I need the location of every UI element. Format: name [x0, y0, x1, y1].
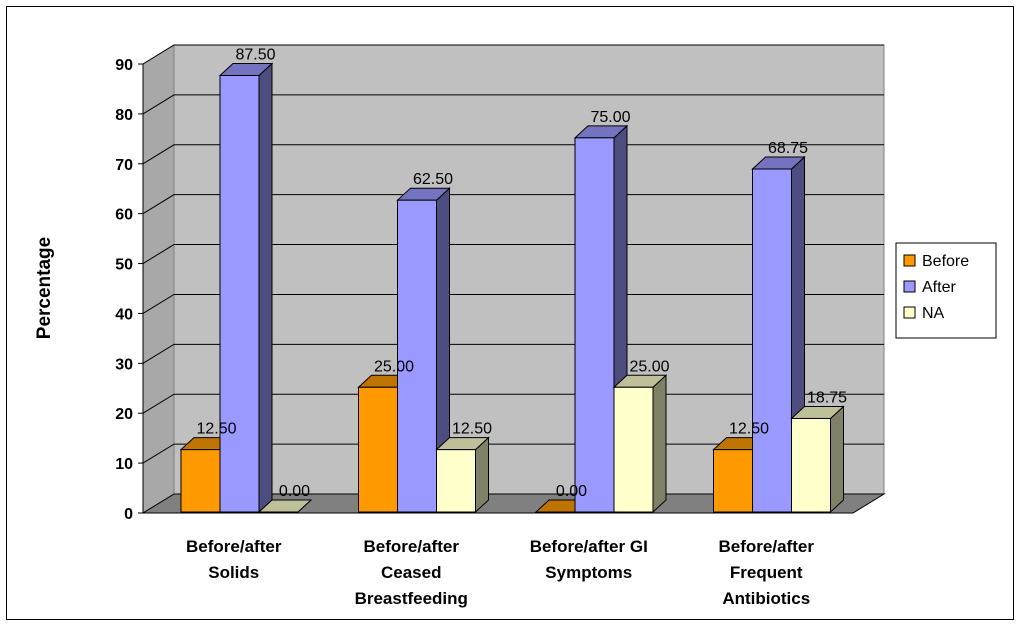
- data-label-na-4: 18.75: [807, 389, 847, 406]
- bar-after-2: [396, 187, 451, 514]
- bar-front: [180, 449, 221, 513]
- gridline: [142, 44, 884, 65]
- bars: [179, 62, 845, 514]
- data-label-after-1: 87.50: [235, 46, 275, 63]
- x-category-line: Breastfeeding: [355, 589, 468, 608]
- bar-side: [830, 405, 844, 514]
- legend-label-after: After: [922, 279, 956, 296]
- bar-front: [436, 449, 476, 513]
- bar-top: [257, 499, 313, 513]
- bar-side: [652, 374, 667, 514]
- x-category-line: Before/after GI: [530, 537, 648, 556]
- data-label-na-1: 0.00: [279, 483, 310, 500]
- side-wall: [142, 44, 175, 514]
- x-category-line: Frequent: [730, 563, 803, 582]
- gridline: [142, 244, 884, 264]
- bar-na-4: [790, 405, 845, 514]
- y-tick-label: 10: [115, 456, 133, 473]
- x-category-line: Ceased: [381, 563, 441, 582]
- bar-front: [358, 386, 398, 513]
- x-category-label-2: Before/after Ceased Breastfeeding: [355, 537, 468, 608]
- gridline: [142, 293, 884, 314]
- data-label-na-2: 12.50: [452, 421, 492, 438]
- bar-front: [752, 168, 792, 513]
- x-category-label-4: Before/after Frequent Antibiotics: [719, 537, 815, 608]
- bar-na-2: [435, 436, 490, 514]
- data-label-before-3: 0.00: [556, 483, 587, 500]
- y-tick-label: 70: [115, 157, 133, 174]
- x-axis-categories: Before/after Solids Before/after Ceased Brea…: [186, 537, 814, 608]
- y-axis-title: Percentage: [34, 237, 55, 339]
- gridline: [142, 94, 884, 115]
- x-category-line: Solids: [208, 563, 259, 582]
- data-label-after-4: 68.75: [768, 140, 808, 157]
- bar-na-1: [257, 499, 313, 513]
- y-axis-ticks: 0 10 20 30 40 50 60 70 80 90: [115, 57, 143, 523]
- y-tick-label: 40: [115, 306, 133, 323]
- chart-floor: [141, 64, 886, 514]
- legend-label-na: NA: [922, 305, 945, 322]
- legend-swatch-before: [903, 254, 916, 267]
- bar-front: [397, 199, 437, 513]
- bar-front: [613, 386, 654, 513]
- gridline: [142, 343, 884, 364]
- legend-items: Before After NA: [903, 253, 969, 322]
- x-category-line: Before/after: [186, 537, 282, 556]
- x-category-line: Before/after: [719, 537, 815, 556]
- y-tick-label: 90: [115, 57, 133, 74]
- legend-swatch-after: [903, 280, 916, 293]
- x-category-label-3: Before/after GI Symptoms: [530, 537, 648, 582]
- y-tick-label: 0: [124, 506, 133, 523]
- bar-front: [219, 74, 260, 513]
- legend: Before After NA: [895, 242, 997, 339]
- y-tick-label: 80: [115, 107, 133, 124]
- bar-front: [574, 137, 615, 513]
- data-label-after-3: 75.00: [590, 109, 630, 126]
- bar-front: [791, 417, 831, 513]
- bar-front: [713, 449, 753, 513]
- gridline: [142, 144, 884, 165]
- x-category-line: Symptoms: [545, 563, 632, 582]
- y-tick-label: 20: [115, 406, 133, 423]
- bar-na-3: [612, 374, 668, 514]
- bar-after-1: [218, 62, 274, 514]
- data-label-before-1: 12.50: [196, 421, 236, 438]
- y-tick-label: 50: [115, 257, 133, 274]
- data-label-before-4: 12.50: [729, 421, 769, 438]
- data-label-before-2: 25.00: [374, 358, 414, 375]
- legend-label-before: Before: [922, 253, 969, 270]
- x-category-label-1: Before/after Solids: [186, 537, 282, 582]
- x-category-line: Antibiotics: [722, 589, 810, 608]
- bar-side: [258, 62, 273, 514]
- data-label-after-2: 62.50: [413, 171, 453, 188]
- data-label-na-3: 25.00: [629, 358, 669, 375]
- gridline: [142, 194, 884, 215]
- gridlines: [142, 44, 884, 464]
- legend-swatch-na: [903, 306, 916, 319]
- chart-walls: [142, 44, 885, 514]
- data-labels: 12.50 87.50 0.00 25.00 62.50 12.50 0.00 75.00 25…: [196, 46, 847, 500]
- bar-side: [475, 436, 489, 514]
- y-tick-label: 30: [115, 356, 133, 373]
- bar-after-3: [573, 124, 629, 514]
- x-category-line: Before/after: [364, 537, 460, 556]
- y-tick-label: 60: [115, 207, 133, 224]
